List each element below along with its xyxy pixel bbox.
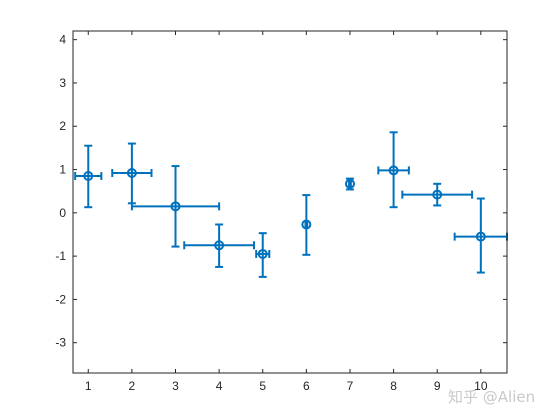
data-point — [126, 167, 137, 178]
plot-marks — [74, 131, 508, 278]
data-point — [301, 219, 312, 230]
x-tick-label: 4 — [216, 379, 223, 393]
x-tick-label: 7 — [347, 379, 354, 393]
y-tick-label: 3 — [59, 76, 66, 90]
x-tick-label: 6 — [303, 379, 310, 393]
data-point — [214, 240, 225, 251]
axis-ticks: 1 2 3 4 5 6 7 8 9 10 -3 -2 -1 0 1 2 3 4 — [55, 31, 507, 393]
y-tick-label: -1 — [55, 249, 66, 263]
x-tick-label: 3 — [172, 379, 179, 393]
y-tick-label: 2 — [59, 119, 66, 133]
y-tick-label: 0 — [59, 206, 66, 220]
x-tick-label: 1 — [85, 379, 92, 393]
x-tick-label: 10 — [474, 379, 488, 393]
axes-box — [72, 30, 508, 374]
y-tick-label: 4 — [59, 33, 66, 47]
x-tick-label: 8 — [390, 379, 397, 393]
y-tick-label: -2 — [55, 292, 66, 306]
data-point — [388, 165, 399, 176]
x-tick-label: 2 — [129, 379, 136, 393]
x-tick-label: 9 — [434, 379, 441, 393]
data-point — [344, 178, 355, 189]
data-point — [83, 171, 94, 182]
data-point — [475, 231, 486, 242]
watermark-text: 知乎 @Alien — [448, 388, 536, 406]
data-point — [432, 189, 443, 200]
y-tick-label: 1 — [59, 163, 66, 177]
y-tick-label: -3 — [55, 336, 66, 350]
data-point — [170, 201, 181, 212]
x-tick-label: 5 — [259, 379, 266, 393]
data-point — [257, 248, 268, 259]
